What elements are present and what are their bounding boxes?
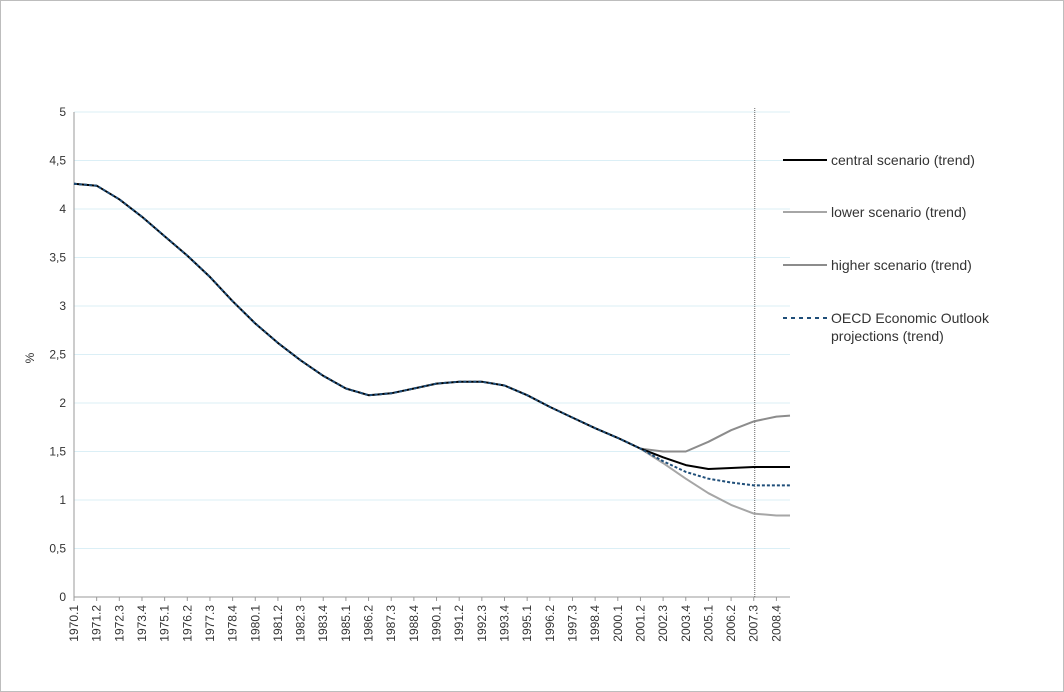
x-tick-label: 2007.3 — [747, 605, 761, 642]
series-line-0 — [73, 182, 790, 470]
x-tick-label: 1972.3 — [112, 605, 126, 642]
x-tick-label: 1992.3 — [475, 605, 489, 642]
x-tick-label: 2000.1 — [611, 605, 625, 642]
x-tick-label: 2006.2 — [724, 605, 738, 642]
x-tick-label: 1986.2 — [362, 605, 376, 642]
y-tick-label: 3 — [59, 299, 66, 313]
legend-label: higher scenario (trend) — [831, 257, 972, 273]
y-tick-label: 2 — [59, 396, 66, 410]
x-tick-label: 1981.2 — [271, 605, 285, 642]
x-tick-label: 1990.1 — [430, 605, 444, 642]
x-tick-label: 1988.4 — [407, 605, 421, 642]
y-tick-label: 4 — [59, 202, 66, 216]
x-tick-label: 1980.1 — [248, 605, 262, 642]
x-tick-label: 1978.4 — [226, 605, 240, 642]
legend-label: lower scenario (trend) — [831, 204, 966, 220]
y-tick-label: 3,5 — [49, 251, 66, 265]
y-tick-label: 4,5 — [49, 154, 66, 168]
x-tick-label: 1985.1 — [339, 605, 353, 642]
y-tick-label: 0 — [59, 590, 66, 604]
x-tick-label: 1987.3 — [384, 605, 398, 642]
x-tick-label: 2005.1 — [701, 605, 715, 642]
series-line-1 — [639, 447, 790, 517]
y-tick-label: 1 — [59, 493, 66, 507]
y-tick-label: 0,5 — [49, 542, 66, 556]
x-tick-label: 2001.2 — [633, 605, 647, 642]
y-tick-label: 1,5 — [49, 445, 66, 459]
x-tick-label: 2003.4 — [679, 605, 693, 642]
x-tick-label: 1977.3 — [203, 605, 217, 642]
y-tick-label: 2,5 — [49, 348, 66, 362]
x-tick-label: 1971.2 — [90, 605, 104, 642]
x-tick-label: 1996.2 — [543, 605, 557, 642]
x-tick-label: 1995.1 — [520, 605, 534, 642]
y-axis-title: % — [23, 352, 37, 363]
x-tick-label: 1983.4 — [316, 605, 330, 642]
x-tick-label: 1975.1 — [158, 605, 172, 642]
y-tick-label: 5 — [59, 105, 66, 119]
x-tick-label: 1970.1 — [67, 605, 81, 642]
legend-label: central scenario (trend) — [831, 152, 975, 168]
x-tick-label: 1991.2 — [452, 605, 466, 642]
x-tick-label: 1993.4 — [498, 605, 512, 642]
legend-label: OECD Economic Outlook projections (trend) — [831, 310, 990, 344]
series-line-2 — [640, 414, 791, 453]
x-tick-label: 2002.3 — [656, 605, 670, 642]
series-line-3 — [73, 182, 790, 487]
x-tick-label: 1997.3 — [565, 605, 579, 642]
x-tick-label: 2008.4 — [769, 605, 783, 642]
x-tick-label: 1998.4 — [588, 605, 602, 642]
x-tick-label: 1973.4 — [135, 605, 149, 642]
x-tick-label: 1982.3 — [294, 605, 308, 642]
x-tick-label: 1976.2 — [180, 605, 194, 642]
